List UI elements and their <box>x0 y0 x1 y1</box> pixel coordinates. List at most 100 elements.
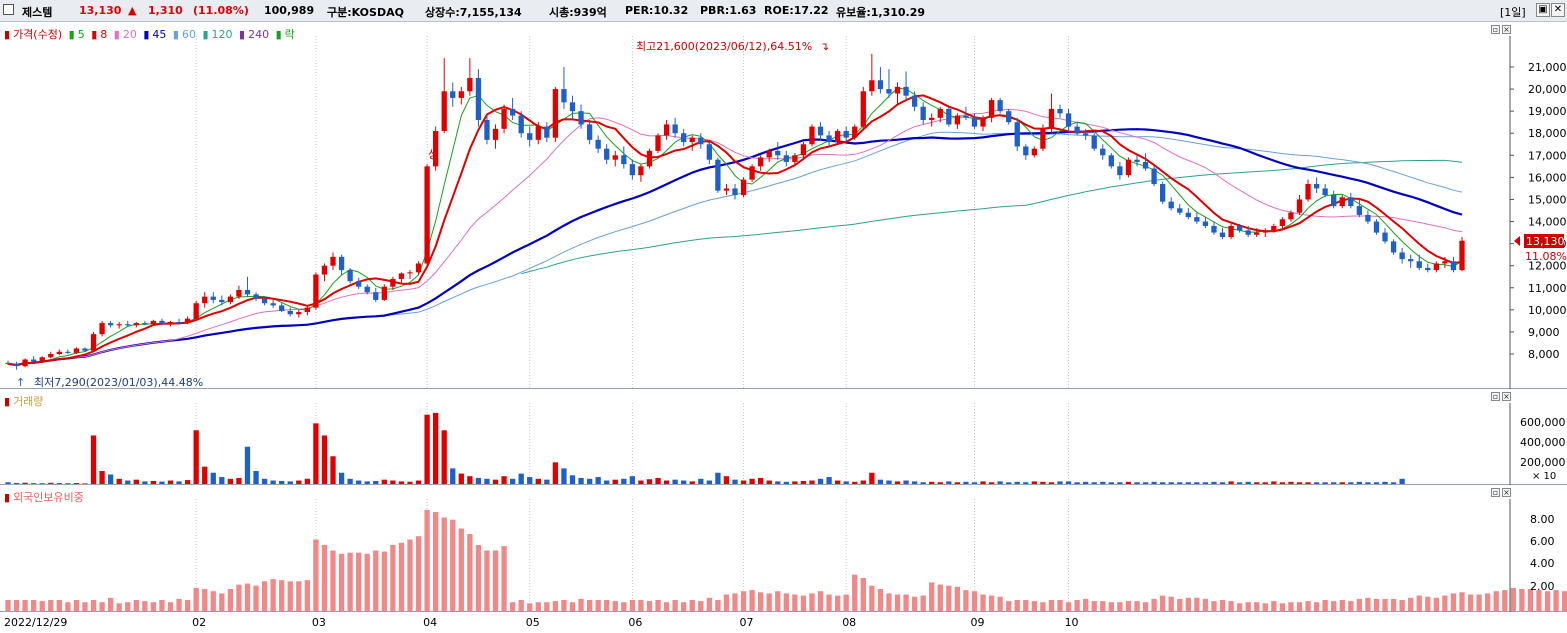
volume-bar <box>1262 482 1268 484</box>
legend-ma240: 240 <box>248 28 270 41</box>
volume-bar <box>723 476 730 484</box>
volume-chart: 600,000 400,000 200,000 × 10 <box>5 403 1566 485</box>
volume-bar <box>1151 481 1157 484</box>
volume-pane-restore-icon[interactable]: ▫ <box>1491 392 1500 401</box>
candle-body <box>1288 212 1294 220</box>
candle-body <box>1262 230 1268 233</box>
candle-body <box>612 155 618 160</box>
candle-body <box>193 303 199 319</box>
current-price-tag-bg <box>1524 234 1564 248</box>
candle-body <box>655 135 661 151</box>
volume-bar <box>1134 482 1140 484</box>
volume-bar <box>1202 482 1209 484</box>
volume-bar <box>1288 481 1294 484</box>
foreign-bar <box>706 597 712 611</box>
volume-bar <box>1322 482 1328 484</box>
candle-body <box>698 137 704 145</box>
volume-bar <box>663 480 670 484</box>
foreign-bar <box>621 602 627 611</box>
candle-body <box>604 148 610 160</box>
foreign-bar <box>954 586 961 611</box>
pane-restore-icon[interactable]: ▫ <box>1491 25 1500 34</box>
foreign-pane-restore-icon[interactable]: ▫ <box>1491 488 1500 497</box>
foreign-bar <box>1408 597 1414 611</box>
select-checkbox[interactable] <box>3 4 14 15</box>
foreign-bar <box>313 539 319 611</box>
pane-close-icon[interactable]: × <box>1502 25 1511 34</box>
legend-ma120-marker: ▮ <box>202 28 209 41</box>
candle-body <box>73 348 80 353</box>
foreign-bar <box>980 594 986 611</box>
legend-price: 가격(수정) <box>13 28 63 41</box>
volume-bar <box>595 477 601 484</box>
foreign-bar <box>347 552 353 611</box>
foreign-bar <box>826 594 832 611</box>
foreign-bar <box>911 596 918 611</box>
volume-bar <box>740 480 747 484</box>
foreign-bar <box>1254 602 1260 611</box>
volume-bar <box>569 475 576 484</box>
foreign-bar <box>586 600 593 611</box>
foreign-bar <box>723 594 730 611</box>
candle-body <box>997 100 1003 112</box>
candle-body <box>732 188 738 196</box>
foreign-bar <box>595 600 601 611</box>
foreign-bar <box>834 595 841 611</box>
foreign-bar <box>1219 600 1226 611</box>
volume-bar <box>1382 481 1388 484</box>
candle-body <box>22 359 28 367</box>
price-chart: 21,000 20,000 19,000 18,000 17,000 16,000 15,0… <box>5 36 1567 389</box>
restore-icon[interactable]: ▣ <box>1536 3 1550 17</box>
volume-bar <box>219 477 225 484</box>
legend-ma45: 45 <box>152 28 167 41</box>
volume-bar <box>672 479 678 484</box>
period-button[interactable]: [1일] <box>1500 6 1526 19</box>
volume-bar <box>518 473 524 484</box>
price-tick-label: 15,000 <box>1528 193 1567 206</box>
foreign-bar <box>330 550 336 611</box>
candle-body <box>364 286 370 293</box>
foreign-bar <box>1194 597 1200 611</box>
volume-pane-close-icon[interactable]: × <box>1502 392 1511 401</box>
foreign-pane-close-icon[interactable]: × <box>1502 488 1511 497</box>
volume-bar <box>13 482 20 484</box>
foreign-bar <box>946 585 952 611</box>
volume-bar <box>261 478 268 484</box>
volume-bar <box>834 480 841 484</box>
foreign-bar <box>561 600 567 611</box>
foreign-bar <box>1177 598 1183 611</box>
foreign-bar <box>783 593 789 611</box>
foreign-bar <box>929 582 935 611</box>
volume-multiplier: × 10 <box>1532 471 1556 482</box>
foreign-bar <box>56 600 62 611</box>
foreign-bar <box>1442 595 1448 611</box>
volume-bar <box>1236 482 1243 484</box>
volume-bar <box>800 480 807 484</box>
candle-body <box>586 124 593 140</box>
foreign-bar <box>800 595 807 611</box>
candle-body <box>467 78 473 92</box>
volume-bar <box>1271 481 1277 484</box>
foreign-bar <box>1228 601 1234 611</box>
candle-body <box>766 150 772 158</box>
volume-bar <box>1177 482 1183 484</box>
volume-bar <box>347 478 353 484</box>
volume-bar <box>1339 482 1345 484</box>
foreign-bar <box>1467 594 1474 611</box>
foreign-bar <box>304 580 311 611</box>
volume-bar <box>150 480 157 484</box>
foreign-bar <box>48 600 54 611</box>
foreign-bar <box>1168 596 1174 611</box>
legend-ma120: 120 <box>211 28 233 41</box>
foreign-bar <box>1279 603 1286 611</box>
foreign-bar <box>1476 594 1482 611</box>
close-icon[interactable]: ✕ <box>1551 3 1565 17</box>
volume-bar <box>296 480 302 484</box>
foreign-bar <box>1553 590 1559 611</box>
foreign-bar <box>1390 598 1397 611</box>
foreign-bar <box>167 602 174 611</box>
candle-body <box>338 256 345 271</box>
candle-body <box>1296 199 1303 213</box>
legend-ma240-marker: ▮ <box>239 28 246 41</box>
volume-bar <box>390 480 396 484</box>
